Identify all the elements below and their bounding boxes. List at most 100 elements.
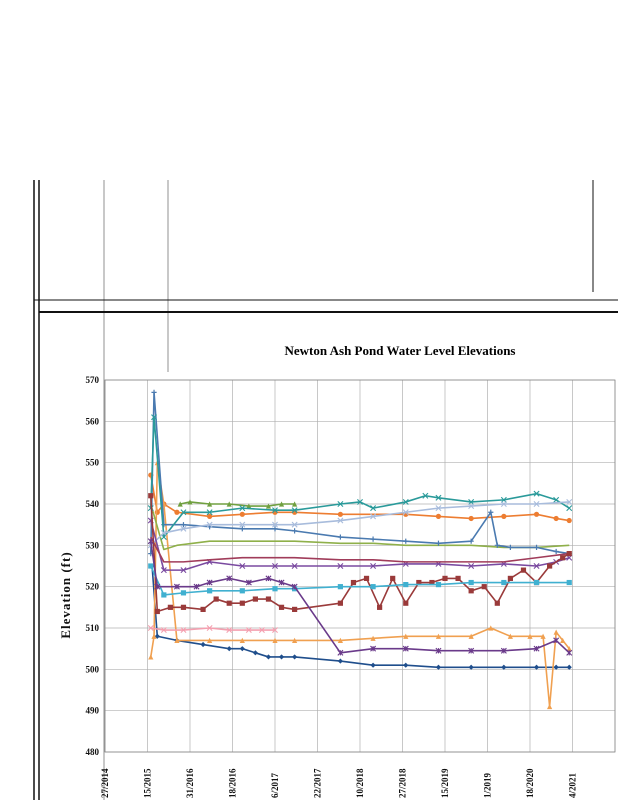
data-point — [291, 563, 298, 569]
data-point — [226, 575, 233, 582]
data-point — [148, 654, 154, 660]
y-tick-label: 520 — [86, 582, 100, 592]
data-point — [370, 563, 377, 569]
data-point — [207, 513, 213, 520]
data-point — [177, 501, 183, 507]
data-point — [370, 513, 377, 520]
data-point — [278, 604, 285, 610]
data-point — [370, 584, 376, 590]
data-point — [174, 509, 180, 515]
data-point — [206, 579, 213, 586]
data-point — [160, 627, 167, 634]
data-point — [403, 582, 409, 588]
data-point — [468, 515, 474, 522]
data-point — [180, 522, 187, 528]
x-tick-labels: 27/2014 15/2015 31/2016 18/2016 6/2017 22/201… — [100, 768, 578, 798]
data-point — [292, 501, 298, 507]
data-point — [527, 633, 533, 639]
data-point — [337, 501, 344, 507]
data-point — [337, 584, 343, 590]
data-point — [370, 635, 376, 641]
data-point — [435, 664, 442, 670]
data-point — [147, 625, 154, 631]
series-line — [150, 627, 275, 631]
y-tick-label: 510 — [86, 623, 100, 633]
data-point — [207, 637, 213, 643]
series-line — [180, 501, 295, 507]
data-point — [468, 588, 474, 594]
x-tick-label: 22/2017 — [313, 768, 323, 798]
data-point — [292, 528, 298, 534]
data-point — [246, 503, 252, 509]
data-point — [292, 606, 298, 612]
data-point — [226, 600, 232, 606]
series-group — [147, 389, 573, 710]
series-line — [149, 520, 570, 571]
data-point — [245, 579, 252, 586]
data-point — [272, 526, 278, 532]
data-point — [500, 501, 507, 507]
data-point — [200, 606, 206, 612]
data-point — [180, 525, 187, 532]
x-tick-label: 4/2021 — [568, 772, 578, 798]
series-9 — [150, 536, 570, 563]
data-point — [402, 498, 409, 505]
data-point — [151, 633, 157, 639]
data-point — [547, 703, 553, 710]
series-10 — [148, 493, 572, 615]
data-point — [272, 563, 278, 569]
data-point — [488, 509, 494, 515]
y-tick-label: 480 — [86, 747, 100, 757]
data-point — [154, 509, 160, 515]
data-point — [435, 540, 442, 546]
data-point — [180, 604, 187, 610]
data-point — [553, 496, 560, 503]
y-tick-labels: 480 490 500 510 520 530 540 550 560 570 — [86, 375, 100, 757]
data-point — [553, 637, 560, 644]
y-axis-label: Elevation (ft) — [58, 551, 73, 638]
data-point — [226, 627, 233, 634]
data-point — [533, 645, 540, 652]
data-point — [507, 575, 513, 581]
series-12 — [147, 538, 573, 656]
data-point — [265, 575, 272, 582]
data-point — [278, 579, 285, 586]
data-point — [239, 588, 245, 594]
data-point — [265, 503, 272, 509]
series-7 — [147, 498, 573, 549]
data-point — [422, 492, 429, 499]
data-point — [206, 509, 213, 516]
data-point — [252, 596, 258, 602]
data-point — [560, 637, 566, 643]
data-point — [154, 608, 160, 615]
data-point — [501, 664, 507, 670]
data-point — [265, 596, 272, 602]
data-point — [402, 645, 409, 652]
data-point — [187, 499, 193, 505]
data-point — [180, 509, 187, 516]
data-point — [416, 579, 422, 586]
data-point — [435, 494, 442, 501]
data-point — [533, 563, 540, 569]
data-point — [226, 646, 232, 652]
data-point — [292, 637, 298, 643]
data-point — [403, 633, 409, 639]
data-point — [403, 662, 409, 668]
data-point — [180, 590, 187, 596]
data-point — [377, 604, 383, 610]
data-point — [337, 534, 343, 540]
series-1 — [148, 472, 572, 524]
y-tick-label: 560 — [86, 416, 100, 426]
data-point — [337, 517, 344, 524]
data-point — [403, 538, 409, 544]
data-point — [292, 654, 298, 660]
x-tick-label: 15/2015 — [143, 768, 153, 798]
y-tick-label: 570 — [86, 375, 100, 385]
data-point — [252, 650, 258, 656]
data-point — [488, 625, 494, 631]
data-point — [494, 600, 500, 606]
data-point — [553, 629, 559, 635]
data-point — [455, 575, 461, 581]
data-point — [566, 505, 573, 512]
